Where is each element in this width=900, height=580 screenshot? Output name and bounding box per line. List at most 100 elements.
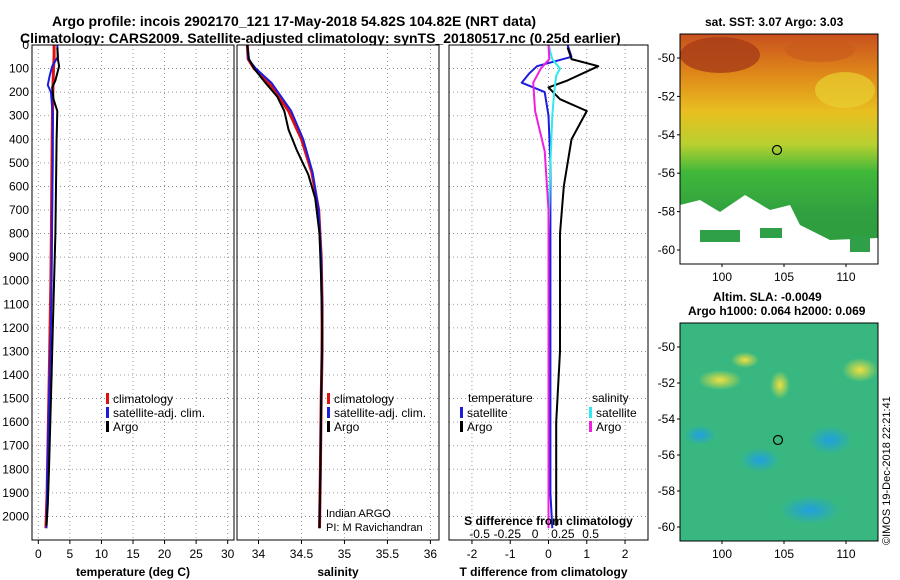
x-axis-label: T difference from climatology	[459, 565, 627, 579]
map-y-tick-label: -50	[658, 340, 676, 354]
sla-map-ticks: -50 -52 -54 -56 -58 -60 100 105 110	[658, 340, 856, 561]
sst-map-frame	[679, 33, 879, 265]
sla-high-patch	[698, 370, 742, 390]
top-tick-label: 0	[532, 527, 539, 541]
y-tick-label: 100	[9, 62, 29, 76]
sst-patch	[850, 236, 870, 252]
y-tick-label: 2000	[2, 509, 29, 523]
y-tick-label: 600	[9, 179, 29, 193]
x-tick-label: 36	[424, 547, 438, 561]
sst-argo-marker	[771, 144, 783, 156]
temperature-legend: climatology satellite-adj. clim. Argo	[106, 392, 205, 434]
x-tick-label: 1	[583, 547, 590, 561]
legend-temperature-heading: temperature	[468, 391, 533, 405]
y-tick-label: 200	[9, 85, 29, 99]
legend-swatch-argo	[327, 421, 330, 432]
series-line-temperature-satellite	[520, 44, 573, 529]
difference-legend: temperature satellite Argo salinity sate…	[460, 391, 637, 434]
y-tick-label: 1600	[2, 415, 29, 429]
x-axis-label: temperature (deg C)	[76, 565, 190, 579]
y-tick-label: 1500	[2, 392, 29, 406]
y-tick-label: 1700	[2, 439, 29, 453]
legend-swatch-climatology	[327, 393, 330, 404]
map-y-tick-label: -56	[658, 166, 676, 180]
x-tick-label: 2	[622, 547, 629, 561]
map-x-tick-label: 100	[712, 547, 732, 561]
x-axis-label: salinity	[317, 565, 359, 579]
sst-patch	[700, 230, 740, 242]
x-tick-label: 5	[67, 547, 74, 561]
legend-swatch-temp-argo	[460, 421, 463, 432]
y-tick-label: 300	[9, 109, 29, 123]
map-y-tick-label: -60	[658, 243, 676, 257]
salinity-legend: climatology satellite-adj. clim. Argo	[327, 392, 426, 434]
map-y-tick-label: -54	[658, 412, 676, 426]
map-x-tick-label: 105	[774, 270, 794, 284]
map-y-tick-label: -58	[658, 484, 676, 498]
y-tick-label: 900	[9, 250, 29, 264]
figure-title-line1: Argo profile: incois 2902170_121 17-May-…	[52, 13, 536, 29]
series-line-salinity-argo	[532, 44, 551, 529]
series-line-satellite-adj-clim-	[45, 44, 59, 529]
top-tick-label: 0.25	[551, 527, 575, 541]
map-x-tick-label: 110	[836, 547, 855, 561]
salinity-panel: 34 34.5 35 35.5 36 salinity	[236, 44, 440, 579]
map-y-tick-label: -56	[658, 448, 676, 462]
sla-map: Altim. SLA: -0.0049 Argo h1000: 0.064 h2…	[658, 290, 879, 561]
y-tick-label: 1400	[2, 368, 29, 382]
top-tick-label: -0.25	[494, 527, 522, 541]
legend-swatch-satellite	[106, 407, 109, 418]
sla-map-frame	[679, 322, 879, 542]
legend-swatch-temp-satellite	[460, 407, 463, 418]
map-y-tick-label: -60	[658, 520, 676, 534]
x-tick-label: 25	[189, 547, 203, 561]
map-y-tick-label: -58	[658, 205, 676, 219]
plot-background	[237, 45, 439, 540]
sla-high-patch	[770, 371, 790, 399]
map-y-tick-label: -54	[658, 128, 676, 142]
y-tick-label: 500	[9, 156, 29, 170]
y-tick-label: 0	[22, 38, 29, 52]
series-line-argo	[246, 44, 324, 529]
sla-high-patch	[731, 352, 759, 368]
legend-salinity-heading: salinity	[592, 391, 629, 405]
sst-map: sat. SST: 3.07 Argo: 3.03 -50-52-54-56-5…	[658, 15, 879, 284]
legend-sal-argo: Argo	[596, 420, 622, 434]
difference-panel: -2 -1 0 1 2 T difference from climatology S di…	[448, 44, 649, 579]
x-tick-label: 35	[338, 547, 352, 561]
sst-map-ticks: -50 -52 -54 -56 -58 -60 100 105 110	[658, 51, 856, 284]
legend-sal-satellite: satellite	[596, 406, 637, 420]
y-tick-label: 1800	[2, 462, 29, 476]
y-tick-label: 1900	[2, 486, 29, 500]
y-tick-label: 400	[9, 132, 29, 146]
map-x-tick-label: 100	[712, 270, 732, 284]
y-tick-label: 800	[9, 227, 29, 241]
legend-satellite-adj: satellite-adj. clim.	[113, 406, 205, 420]
legend-satellite-adj: satellite-adj. clim.	[334, 406, 426, 420]
legend-temp-argo: Argo	[467, 420, 493, 434]
legend-swatch-climatology	[106, 393, 109, 404]
y-tick-label: 700	[9, 203, 29, 217]
legend-climatology: climatology	[334, 392, 394, 406]
x-tick-label: -2	[467, 547, 478, 561]
legend-swatch-sal-satellite	[589, 407, 592, 418]
sla-low-patch	[684, 425, 716, 445]
sst-map-title: sat. SST: 3.07 Argo: 3.03	[705, 15, 844, 29]
sla-low-patch	[740, 448, 780, 472]
legend-argo: Argo	[113, 420, 139, 434]
series-line-argo	[45, 47, 61, 526]
sst-patch	[760, 228, 782, 238]
sst-warm-patch	[680, 37, 760, 73]
credit-line2: PI: M Ravichandran	[326, 522, 423, 534]
y-tick-label: 1300	[2, 344, 29, 358]
figure-title-line2: Climatology: CARS2009. Satellite-adjuste…	[20, 30, 621, 46]
y-tick-label: 1000	[2, 274, 29, 288]
top-axis-label: S difference from climatology	[464, 514, 633, 528]
watermark: ©IMOS 19-Dec-2018 22:21:41	[881, 396, 893, 545]
x-tick-label: 0	[545, 547, 552, 561]
sla-low-patch	[808, 426, 852, 454]
x-tick-label: 35.5	[376, 547, 400, 561]
sst-warm-patch	[785, 38, 855, 62]
y-tick-label: 1200	[2, 321, 29, 335]
